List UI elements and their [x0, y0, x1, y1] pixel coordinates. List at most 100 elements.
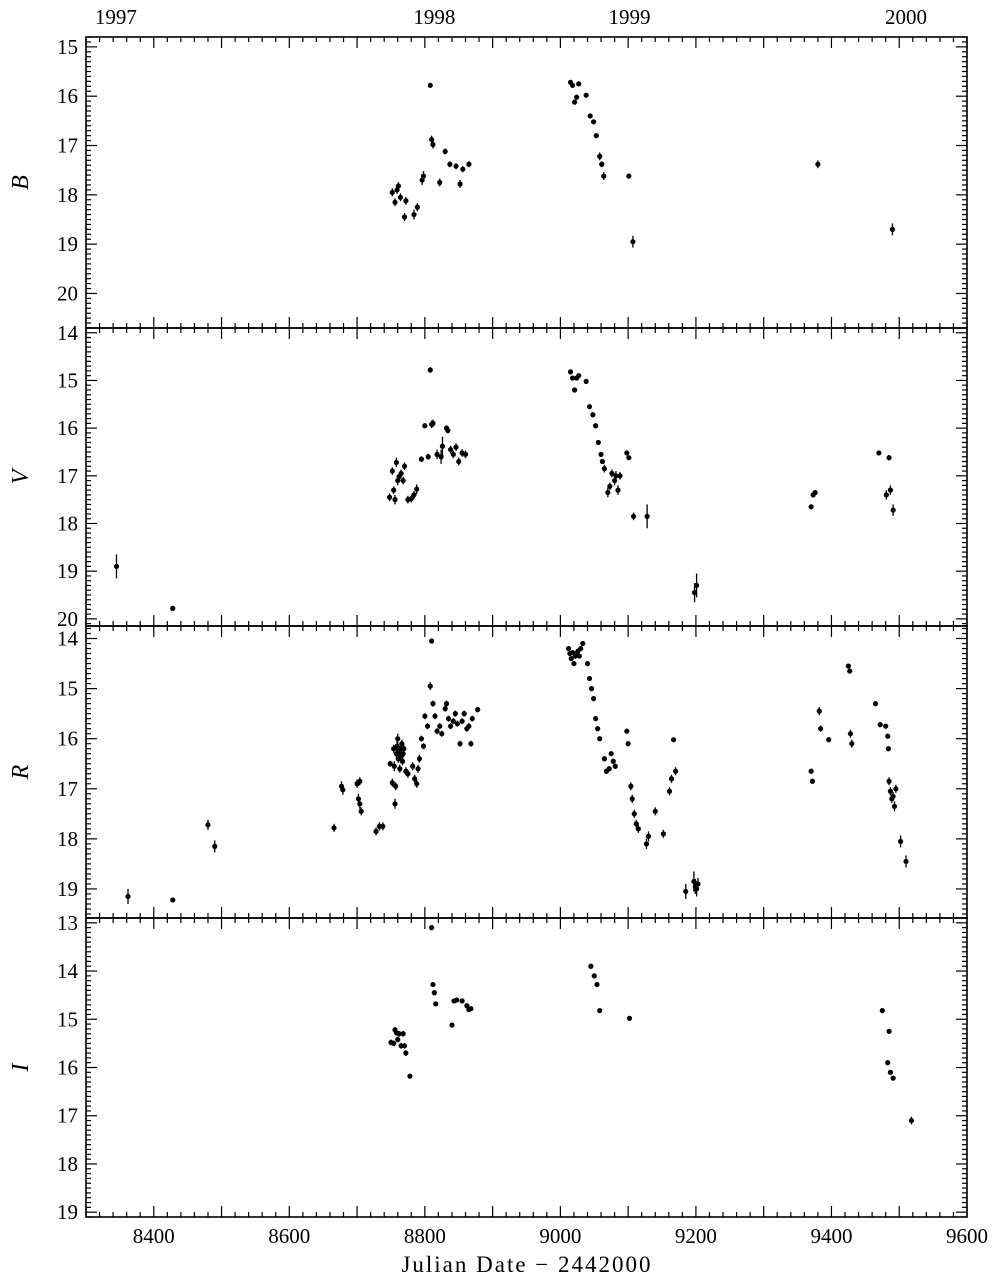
point-marker — [891, 803, 898, 809]
data-point — [890, 792, 896, 801]
data-point — [357, 777, 363, 786]
data-point — [644, 504, 650, 529]
data-point — [897, 835, 904, 848]
point-marker — [635, 826, 641, 832]
point-marker — [818, 726, 824, 732]
data-point — [391, 486, 397, 494]
point-marker — [584, 660, 591, 667]
panel-frame — [85, 327, 968, 627]
point-marker — [420, 173, 427, 179]
data-point — [879, 1007, 885, 1014]
point-marker — [588, 963, 594, 969]
data-point — [429, 638, 435, 644]
y-tick-label: 14 — [57, 959, 79, 983]
point-marker — [437, 179, 443, 186]
point-marker — [595, 726, 601, 732]
point-marker — [443, 701, 450, 707]
data-point — [400, 476, 406, 485]
data-point — [442, 705, 448, 712]
data-point — [459, 718, 465, 725]
data-point — [424, 723, 431, 730]
point-marker — [885, 746, 891, 752]
point-marker — [628, 783, 634, 789]
data-point — [625, 741, 631, 747]
data-point — [889, 223, 896, 236]
data-point — [460, 166, 466, 173]
point-marker — [422, 713, 428, 719]
data-point — [887, 787, 894, 796]
data-point — [597, 1007, 603, 1014]
point-marker — [461, 711, 467, 717]
point-marker — [597, 1007, 603, 1014]
point-marker — [393, 459, 399, 466]
y-tick-label: 16 — [57, 727, 78, 751]
year-label: 1998 — [413, 5, 455, 29]
point-marker — [583, 378, 589, 385]
data-point — [567, 369, 574, 375]
point-marker — [447, 723, 454, 729]
point-marker — [877, 722, 883, 728]
panel-i: 13 14 15 16 17 18 19 I — [8, 911, 968, 1224]
point-marker — [450, 718, 456, 724]
data-point — [891, 801, 898, 812]
point-marker — [394, 743, 400, 749]
point-marker — [652, 808, 658, 814]
point-marker — [412, 776, 418, 782]
y-axis-label: R — [8, 764, 34, 780]
point-marker — [590, 412, 596, 418]
point-marker — [606, 766, 612, 772]
point-marker — [583, 92, 589, 98]
point-marker — [331, 825, 337, 831]
point-marker — [401, 1043, 408, 1049]
x-axis-label: Julian Date − 2442000 — [401, 1252, 652, 1277]
data-point — [624, 728, 630, 734]
data-point — [809, 778, 816, 784]
data-point — [401, 744, 407, 753]
data-point — [433, 1001, 439, 1007]
point-marker — [609, 470, 615, 477]
point-marker — [879, 1007, 885, 1014]
data-point — [407, 1073, 413, 1079]
point-marker — [565, 645, 572, 652]
point-marker — [889, 226, 896, 232]
point-marker — [826, 737, 832, 743]
data-point — [447, 161, 453, 168]
data-point — [885, 1060, 891, 1066]
point-marker — [672, 768, 679, 774]
data-point — [584, 660, 591, 667]
point-marker — [387, 761, 393, 767]
data-point — [475, 707, 481, 713]
data-point — [439, 730, 445, 737]
panel-frame — [85, 625, 968, 919]
data-point — [569, 375, 576, 381]
panel-v: 14 15 16 17 18 19 20 V — [8, 321, 968, 631]
data-point — [113, 554, 120, 579]
point-marker — [464, 1003, 470, 1009]
y-tick-label: 19 — [57, 559, 78, 583]
data-point — [457, 740, 463, 747]
data-point — [394, 741, 400, 752]
data-point — [612, 763, 618, 769]
x-tick-label: 9200 — [675, 1224, 717, 1248]
point-marker — [357, 801, 363, 807]
data-point — [403, 196, 409, 205]
data-point — [613, 471, 619, 481]
data-point — [430, 981, 436, 988]
data-point — [399, 739, 405, 748]
point-marker — [411, 492, 417, 498]
data-point — [609, 469, 615, 478]
point-marker — [631, 811, 637, 817]
year-label: 1999 — [609, 5, 651, 29]
data-point — [576, 81, 582, 87]
point-marker — [466, 723, 472, 729]
point-marker — [630, 513, 637, 519]
y-tick-label: 17 — [57, 464, 78, 488]
data-point — [392, 198, 398, 207]
point-marker — [615, 487, 621, 493]
point-marker — [399, 758, 406, 764]
data-point — [593, 423, 599, 429]
data-point — [395, 182, 402, 190]
point-marker — [590, 696, 597, 702]
data-point — [849, 739, 855, 748]
data-point — [399, 757, 406, 766]
